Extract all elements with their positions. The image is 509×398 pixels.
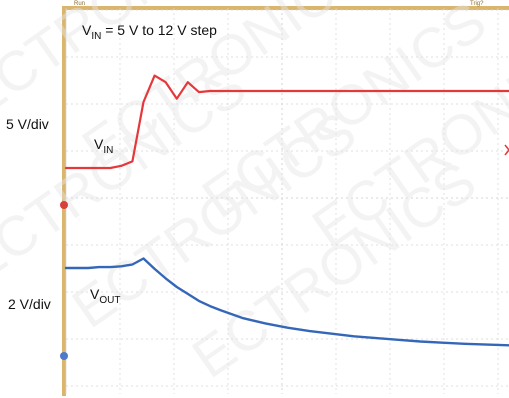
vin-ground-marker [60, 201, 68, 209]
vin-label: VIN [94, 136, 114, 156]
vin-scale-label: 5 V/div [6, 116, 49, 132]
plot-area [66, 8, 509, 394]
vin-offscreen-marker [504, 144, 509, 156]
title-rest: = 5 V to 12 V step [101, 22, 217, 38]
vin-label-sub: IN [103, 145, 114, 156]
vout-ground-marker [60, 352, 68, 360]
top-rail [66, 6, 509, 10]
title-v: V [82, 22, 92, 38]
title-v-sub: IN [91, 31, 102, 42]
vout-scale-label: 2 V/div [8, 296, 51, 312]
top-run-text: Run [74, 1, 86, 7]
vout-label-sub: OUT [99, 295, 121, 306]
chart-title: VIN = 5 V to 12 V step [82, 22, 217, 42]
vout-label-main: V [90, 286, 100, 302]
vin-trace [64, 74, 509, 170]
vin-label-main: V [94, 136, 104, 152]
vout-trace [64, 257, 509, 347]
vout-label: VOUT [90, 286, 121, 306]
top-trig-text: Trig? [470, 1, 484, 7]
